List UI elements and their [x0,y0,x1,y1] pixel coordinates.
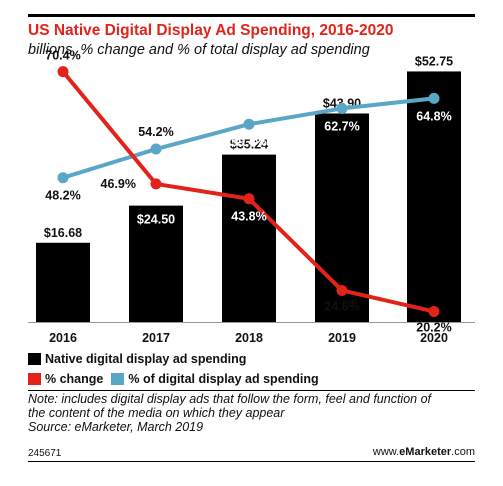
legend-row-1: Native digital display ad spending [28,352,254,366]
brand-suffix: .com [451,446,475,458]
chart-subtitle: billions, % change and % of total displa… [28,42,370,58]
bar-value-label-2016: $16.68 [44,226,82,240]
legend-swatch-blue [111,373,125,385]
legend-item-bars: Native digital display ad spending [28,352,246,366]
note-line: Note: includes digital display ads that … [28,392,432,406]
x-tick-label-2020: 2020 [420,331,448,345]
legend-label: % of digital display ad spending [128,372,319,386]
bar-2016 [36,242,90,322]
change-label-2016: 70.4% [45,49,80,63]
share-point-2018 [243,118,255,130]
source-line: Source: eMarketer, March 2019 [28,420,204,434]
legend-swatch-red [28,373,41,385]
bar-value-label-2017: $24.50 [137,213,175,227]
share-label-2019: 62.7% [324,119,359,133]
chart-id: 245671 [28,448,62,459]
x-tick-label-2017: 2017 [142,331,170,345]
top-rule [28,14,475,17]
x-tick-label-2018: 2018 [235,331,263,345]
bottom-rule [28,461,475,462]
x-tick-label-2019: 2019 [328,331,356,345]
share-label-2020: 64.8% [416,109,451,123]
brand-name: eMarketer [399,446,452,458]
note-divider [28,390,475,391]
change-label-2018: 43.8% [231,210,266,224]
legend-item-share: % of digital display ad spending [111,372,319,386]
share-point-2019 [336,102,348,114]
change-point-2018 [243,193,255,205]
change-label-2019: 24.6% [324,299,359,313]
legend-row-2: % change % of digital display ad spendin… [28,372,327,386]
change-point-2017 [150,178,162,190]
x-tick-label-2016: 2016 [49,331,77,345]
legend-swatch-black [28,353,41,365]
bar-2017 [129,205,183,322]
note-line: the content of the media on which they a… [28,406,285,420]
share-label-2016: 48.2% [45,189,80,203]
bar-value-label-2020: $52.75 [415,54,453,68]
share-label-2018: 59.4% [231,135,266,149]
share-label-2017: 54.2% [138,125,173,139]
change-label-2020: 20.2% [416,320,451,334]
brand-link[interactable]: www.eMarketer.com [373,446,475,458]
share-point-2020 [428,92,440,104]
bar-2020 [407,71,461,322]
share-point-2016 [57,172,69,184]
chart-title: US Native Digital Display Ad Spending, 2… [28,22,394,39]
brand-prefix: www. [372,446,400,458]
share-point-2017 [150,143,162,155]
change-point-2019 [336,284,348,296]
chart-note: Note: includes digital display ads that … [28,392,475,434]
bar-2018 [222,154,276,322]
legend-label: % change [45,372,104,386]
change-point-2020 [428,305,440,317]
legend-label: Native digital display ad spending [45,352,247,366]
change-label-2017: 46.9% [101,177,136,191]
bar-value-label-2018: $35.24 [230,138,268,152]
change-point-2016 [57,66,69,78]
legend-item-change: % change [28,372,103,386]
